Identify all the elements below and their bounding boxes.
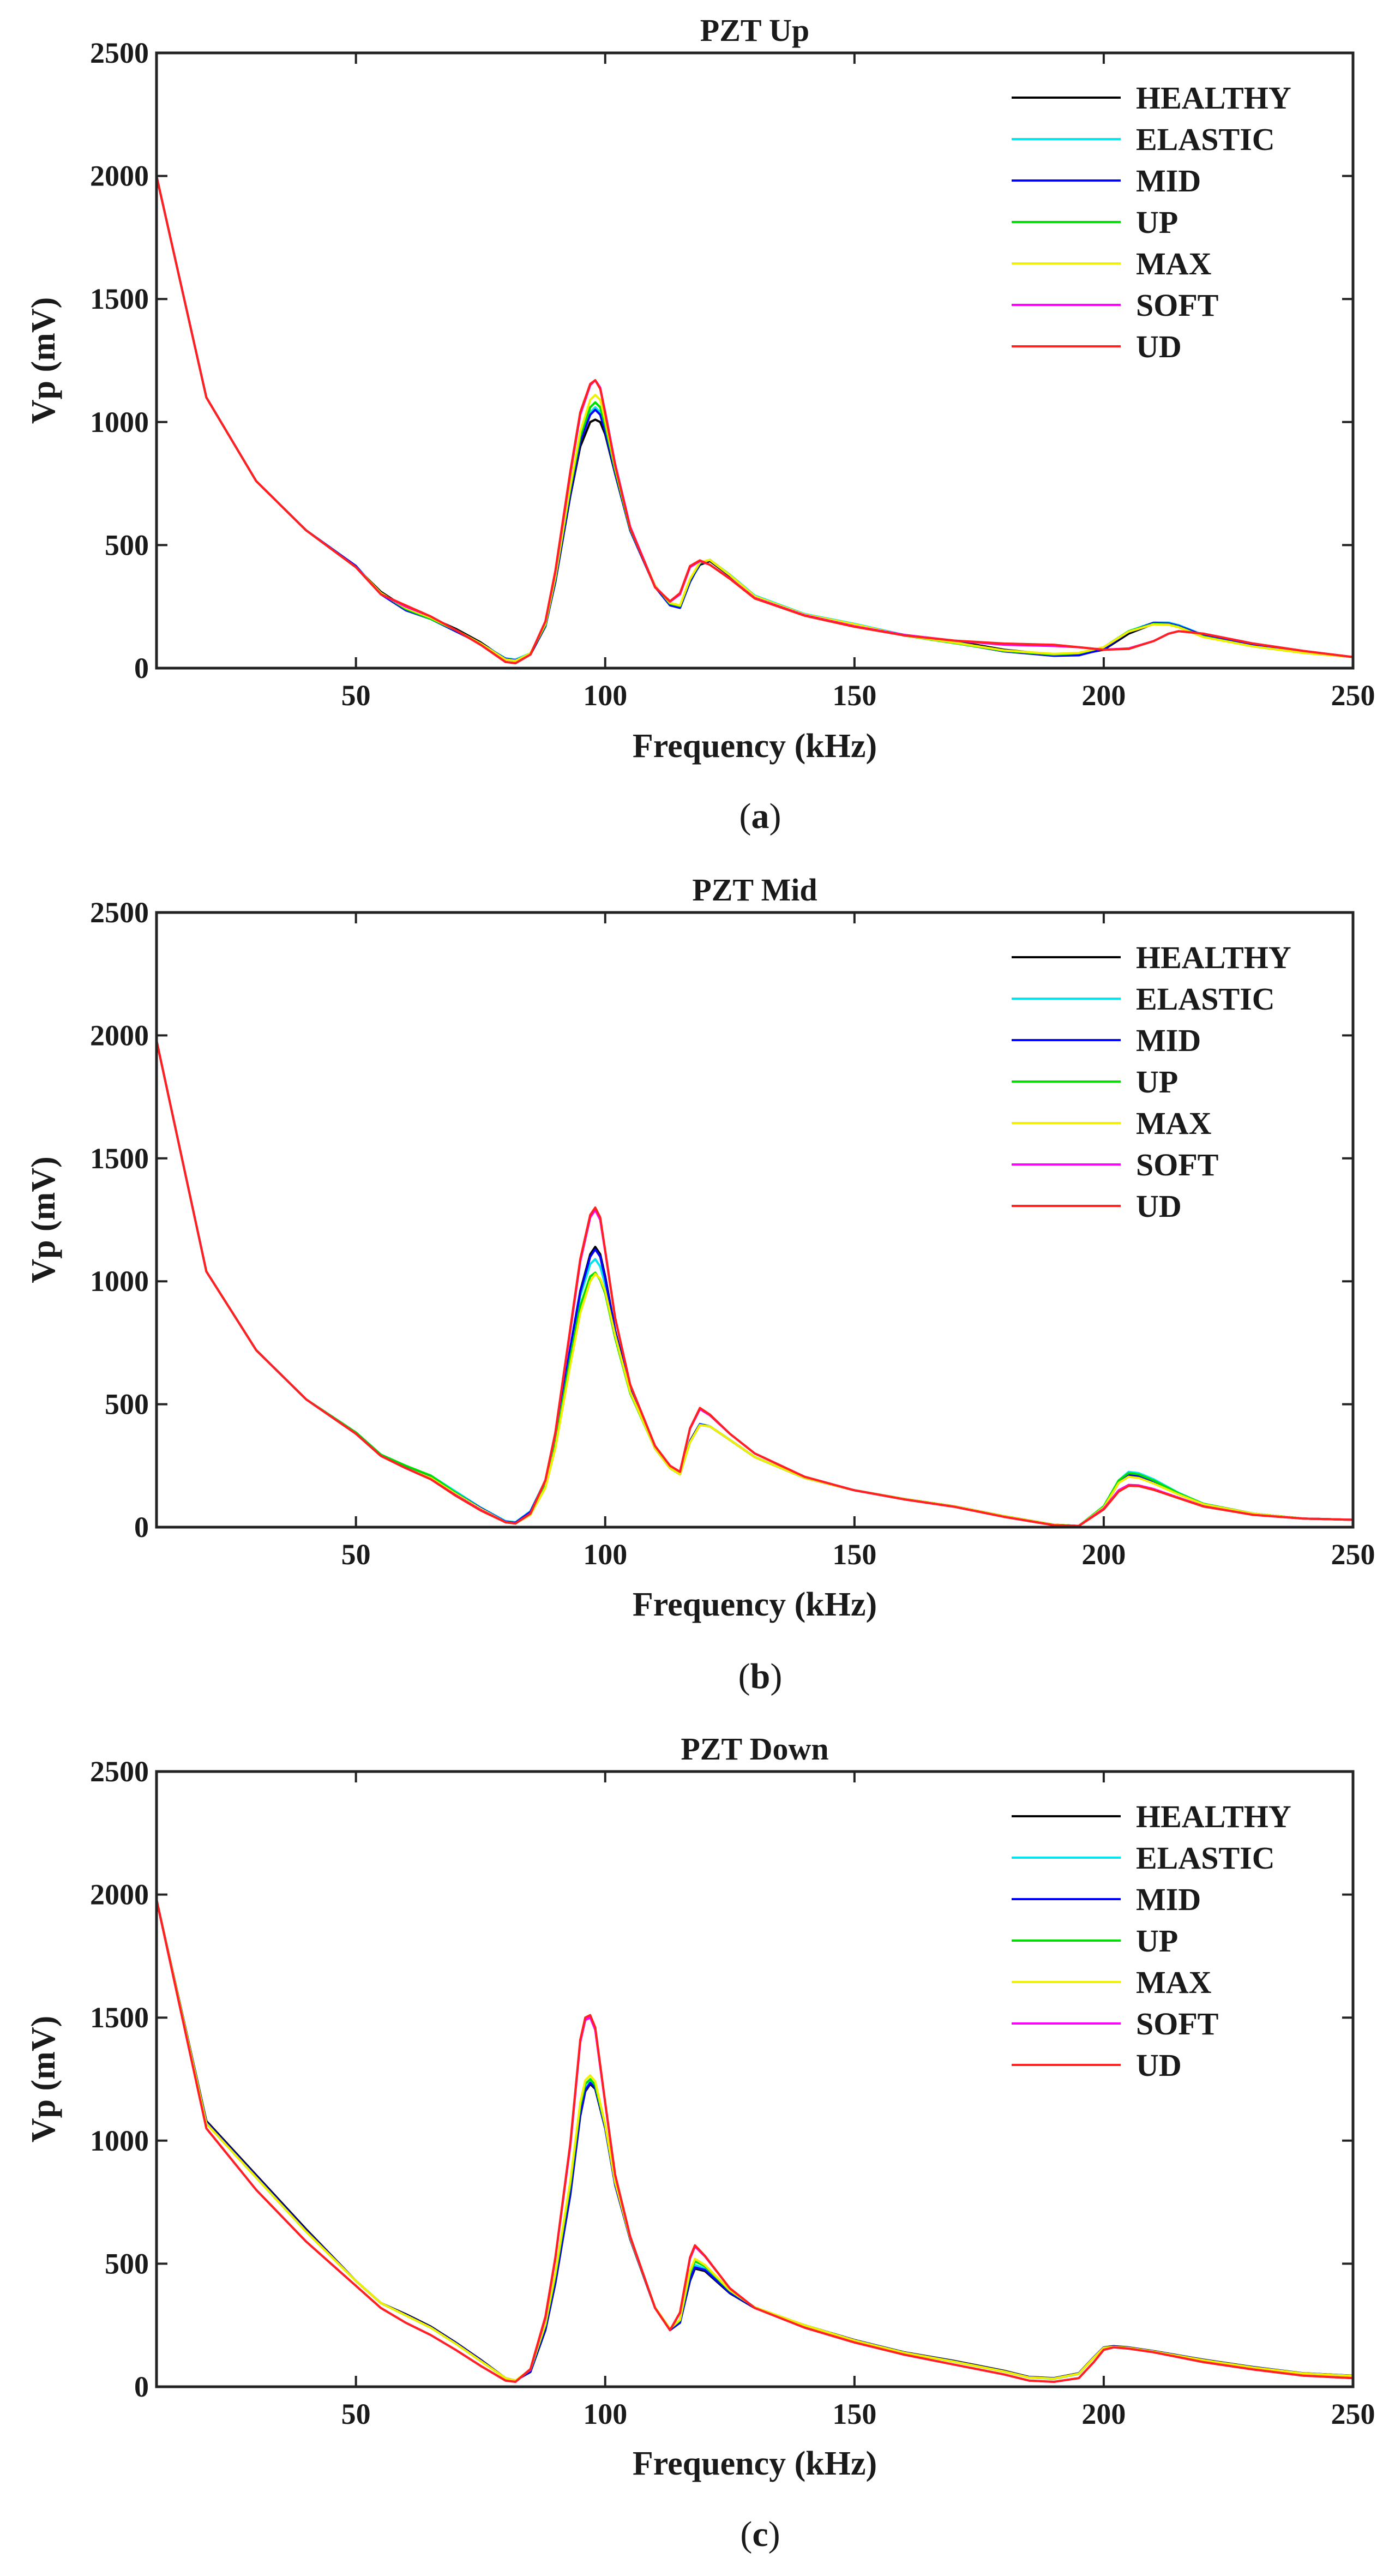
legend-label-elastic: ELASTIC <box>1136 1840 1275 1876</box>
y-tick-label: 2000 <box>90 1019 149 1052</box>
legend-label-mid: MID <box>1136 163 1201 199</box>
y-tick-label: 0 <box>134 652 149 684</box>
x-tick-label: 100 <box>583 1538 627 1571</box>
chart-title: PZT Up <box>700 13 809 48</box>
legend-label-mid: MID <box>1136 1023 1201 1058</box>
legend-label-up: UP <box>1136 205 1178 240</box>
x-tick-label: 150 <box>832 1538 876 1571</box>
series-line-ud <box>157 175 1353 664</box>
legend-label-max: MAX <box>1136 1965 1212 2000</box>
chart-title: PZT Down <box>681 1731 828 1767</box>
x-tick-label: 250 <box>1331 1538 1375 1571</box>
y-tick-label: 500 <box>105 529 149 561</box>
legend-label-ud: UD <box>1136 1188 1182 1224</box>
y-tick-label: 1000 <box>90 2124 149 2157</box>
y-tick-label: 1500 <box>90 283 149 315</box>
panel-caption: (c) <box>740 2514 780 2554</box>
legend-label-ud: UD <box>1136 329 1182 364</box>
x-tick-label: 50 <box>341 679 371 712</box>
legend-label-max: MAX <box>1136 1106 1212 1141</box>
chart-panel-3: 0 500 1000 1500 2000 2500 50 100 150 200 250 PZT Do… <box>25 1731 1375 2554</box>
panel-caption-letter: c <box>752 2514 768 2554</box>
x-tick-label: 50 <box>341 2398 371 2430</box>
legend-label-up: UP <box>1136 1064 1178 1100</box>
chart-panel-2: 0 500 1000 1500 2000 2500 50 100 150 200 250 PZT Mi… <box>25 872 1375 1696</box>
x-tick-label: 250 <box>1331 2398 1375 2430</box>
y-axis-label: Vp (mV) <box>25 297 62 424</box>
x-tick-label: 200 <box>1081 1538 1126 1571</box>
y-tick-label: 2000 <box>90 1878 149 1911</box>
panel-caption: (b) <box>738 1656 783 1696</box>
y-tick-label: 500 <box>105 1388 149 1421</box>
x-tick-label: 150 <box>832 2398 876 2430</box>
x-tick-label: 150 <box>832 679 876 712</box>
chart-panel-1: 0 500 1000 1500 2000 2500 50 100 150 200 250 PZT Up… <box>25 13 1375 836</box>
panel-caption: (a) <box>739 796 781 836</box>
x-tick-label: 100 <box>583 679 627 712</box>
legend-label-elastic: ELASTIC <box>1136 122 1275 157</box>
legend-label-max: MAX <box>1136 246 1212 281</box>
x-axis-label: Frequency (kHz) <box>633 2445 877 2482</box>
chart-title: PZT Mid <box>692 872 817 908</box>
axes-frame <box>155 1770 1355 2388</box>
series-group <box>157 1039 1353 1527</box>
x-tick-label: 250 <box>1331 679 1375 712</box>
x-tick-label: 100 <box>583 2398 627 2430</box>
series-line-ud <box>157 1039 1353 1527</box>
y-tick-label: 2500 <box>90 896 149 929</box>
x-tick-label: 50 <box>341 1538 371 1571</box>
y-axis-label: Vp (mV) <box>25 2016 62 2142</box>
legend-label-mid: MID <box>1136 1882 1201 1917</box>
y-tick-label: 1500 <box>90 1142 149 1175</box>
legend-label-ud: UD <box>1136 2047 1182 2083</box>
panel-caption-letter: b <box>750 1656 771 1696</box>
legend-label-up: UP <box>1136 1923 1178 1959</box>
y-tick-label: 1000 <box>90 406 149 439</box>
y-tick-label: 0 <box>134 2370 149 2403</box>
legend-label-healthy: HEALTHY <box>1136 80 1291 116</box>
panel-caption-letter: a <box>751 796 769 836</box>
legend-label-soft: SOFT <box>1136 2006 1219 2041</box>
x-tick-label: 200 <box>1081 679 1126 712</box>
x-axis-label: Frequency (kHz) <box>633 728 877 765</box>
y-tick-label: 2000 <box>90 160 149 193</box>
series-group <box>157 1898 1353 2383</box>
y-tick-label: 1500 <box>90 2001 149 2034</box>
x-axis-label: Frequency (kHz) <box>633 1586 877 1623</box>
x-tick-label: 200 <box>1081 2398 1126 2430</box>
legend-label-healthy: HEALTHY <box>1136 940 1291 975</box>
y-tick-label: 0 <box>134 1511 149 1544</box>
legend-label-elastic: ELASTIC <box>1136 981 1275 1017</box>
y-tick-label: 2500 <box>90 1755 149 1788</box>
series-group <box>157 175 1353 664</box>
legend-label-soft: SOFT <box>1136 287 1219 323</box>
axes-frame <box>155 51 1355 670</box>
legend-label-healthy: HEALTHY <box>1136 1799 1291 1834</box>
axes-frame <box>155 911 1355 1529</box>
y-tick-label: 500 <box>105 2247 149 2280</box>
y-tick-label: 1000 <box>90 1265 149 1298</box>
y-tick-label: 2500 <box>90 37 149 69</box>
legend-label-soft: SOFT <box>1136 1147 1219 1182</box>
y-axis-label: Vp (mV) <box>25 1156 62 1283</box>
series-line-ud <box>157 1898 1353 2383</box>
